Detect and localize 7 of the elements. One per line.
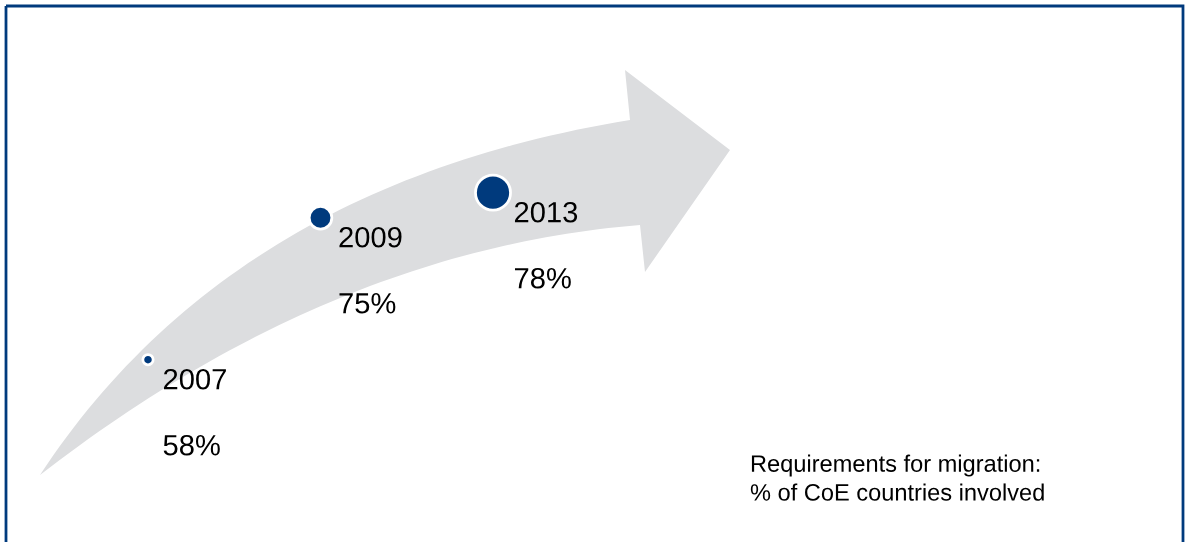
category-label: 2013 [514, 201, 578, 223]
category-label: 2007 [163, 368, 226, 390]
data-label: 78% [514, 267, 571, 289]
data-label: 75% [339, 293, 396, 314]
text: Requirements for migration: % of CoE countries involved [750, 454, 1044, 501]
category-label: 2009 [339, 226, 402, 248]
data-label: 58% [163, 434, 220, 456]
